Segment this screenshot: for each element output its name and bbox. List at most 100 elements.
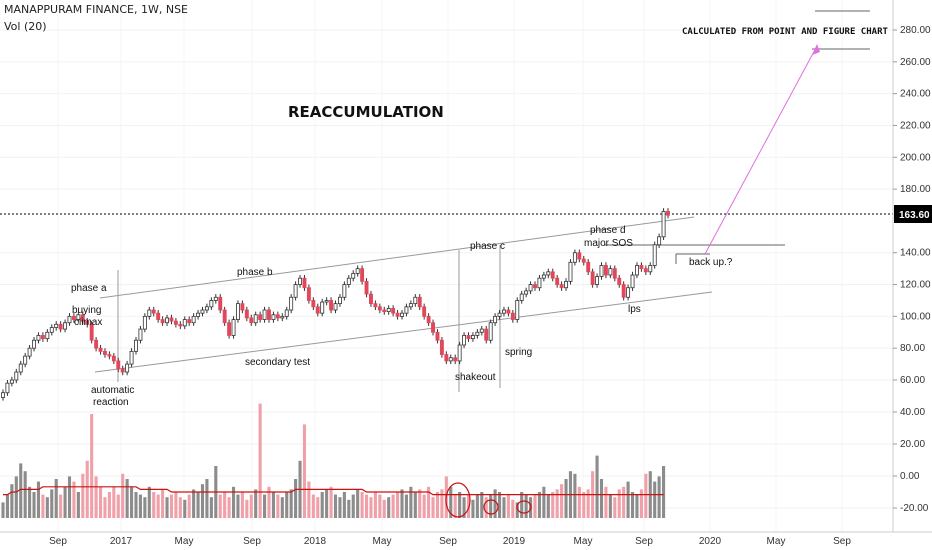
candle [45,329,50,342]
x-tick-label: 2018 [304,536,327,547]
candle [271,311,276,323]
candle [635,262,639,279]
candle [138,325,143,344]
candle [36,332,41,344]
volume-bar [493,489,497,518]
candle [608,265,613,279]
volume-bar [431,497,435,518]
volume-bar [502,497,506,518]
candle [18,360,23,376]
candle [169,314,174,325]
volume-bar [94,476,98,518]
volume-bar [466,494,471,518]
volume-bar [617,489,621,518]
volume-bar [236,494,240,518]
automatic-reaction-label-line1: automatic [91,385,134,396]
candle [103,348,107,358]
candle [49,324,54,336]
price-axis[interactable]: 280.00 260.00 240.00 220.00 200.00 180.00 140.… [892,0,931,532]
candle [54,321,59,331]
candle [502,306,506,317]
volume-bar [311,494,315,518]
trend-channel [0,10,893,392]
volume-bar [608,494,612,518]
volume-bar [582,492,586,518]
candle [422,303,427,320]
volume-bar [254,489,258,518]
candle [244,306,249,322]
volume-bar [484,497,488,518]
volume-bar [223,492,227,518]
volume-bar [258,403,262,518]
volume-bar [285,492,289,518]
phase-d-label: phase d [590,225,626,236]
phase-b-label: phase b [237,267,273,278]
volume-bar [360,492,364,518]
volume-bar [85,460,89,518]
candle [293,281,298,301]
candle [506,306,511,317]
candle [457,341,462,365]
volume-bar [231,486,236,518]
candle [453,354,458,365]
volume-bar [36,481,41,518]
volume-bar [586,489,590,518]
volume-bar [316,497,320,518]
candle [444,351,449,365]
volume-bar [187,494,191,518]
volume-bar [551,492,555,518]
candle [236,300,240,323]
volume-bar [240,492,244,518]
volume-bar [524,494,528,518]
volume-bar [169,494,174,518]
volume-bar [227,497,231,518]
volume-bar [409,486,413,518]
candle [462,332,467,349]
volume-bar [147,486,151,518]
candle [404,303,409,317]
volume-bar [107,492,111,518]
back-up-label: back up.? [689,257,733,268]
volume-bar [59,494,63,518]
candle [426,313,431,326]
volume-bar [546,494,550,518]
volume-bar [422,494,426,518]
candle [9,376,14,387]
candle [23,352,28,368]
volume-bar [152,492,156,518]
volume-bar [54,479,58,518]
volume-bar [209,497,213,518]
candle [151,306,156,317]
candle [386,305,391,315]
volume-bar [5,494,9,518]
volume-bar [480,492,484,518]
candle [351,270,356,282]
x-tick-label: Sep [439,536,457,547]
candle [284,306,289,320]
time-axis[interactable]: Sep 2017 May Sep 2018 May Sep 2019 May Sep 2020 May… [0,531,932,547]
candle [280,313,285,322]
x-tick-label: Sep [243,536,261,547]
candle [27,345,32,360]
volume-bar [662,466,666,518]
volume-bar [45,497,49,518]
candle [617,275,622,288]
volume-bar [657,476,661,518]
volume-bar [453,494,457,518]
volume-bar [511,499,515,518]
x-tick-label: 2019 [503,536,526,547]
candle [666,208,670,219]
candle [493,313,498,326]
volume-bar [1,502,5,518]
volume-bar [489,494,493,518]
candlesticks [1,208,670,401]
volume-bar [573,473,577,518]
y-tick-label: 180.00 [900,184,931,195]
x-tick-label: May [175,536,194,547]
candle [497,310,502,320]
volume-bar [81,473,85,518]
volume-bar [577,486,581,518]
candle [298,275,302,288]
y-tick-label: 120.00 [900,280,931,291]
